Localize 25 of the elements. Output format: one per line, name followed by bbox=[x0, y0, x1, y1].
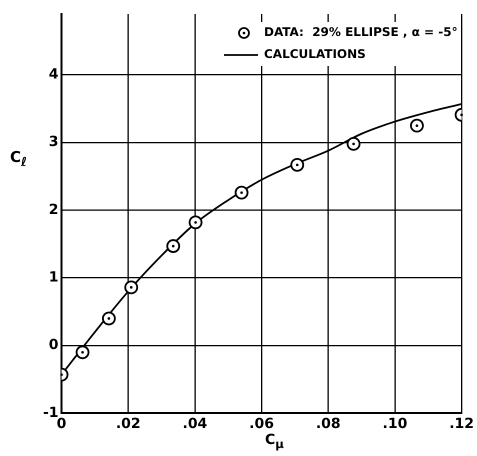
x-tick-label: .12 bbox=[449, 416, 474, 432]
y-tick-label: -1 bbox=[42, 404, 59, 421]
point bbox=[346, 137, 360, 151]
legend-label: CALCULATIONS bbox=[264, 47, 366, 62]
x-tick-label: .10 bbox=[382, 416, 408, 432]
x-tick-label: .04 bbox=[182, 416, 208, 432]
y-tick-label: 4 bbox=[48, 66, 59, 83]
y-tick-label: 1 bbox=[48, 270, 59, 286]
x-tick-label: .06 bbox=[249, 416, 274, 432]
point bbox=[102, 312, 116, 326]
y-tick-label: 2 bbox=[48, 202, 59, 218]
y-tick-label: 3 bbox=[48, 134, 59, 150]
y-tick-label: 0 bbox=[48, 337, 59, 354]
x-axis-title: C$_{μ}$ bbox=[265, 432, 284, 451]
point bbox=[124, 280, 138, 294]
x-tick-label: .02 bbox=[116, 416, 141, 432]
point bbox=[76, 345, 90, 360]
point bbox=[166, 239, 180, 253]
y-axis-title: C$_{ℓ}$ bbox=[10, 148, 27, 169]
legend-label: DATA: 29% ELLIPSE , α = -5° bbox=[264, 25, 458, 40]
point bbox=[234, 186, 248, 200]
x-tick-label: .08 bbox=[316, 416, 341, 432]
point bbox=[410, 118, 424, 133]
point bbox=[188, 215, 202, 230]
point bbox=[290, 158, 304, 172]
